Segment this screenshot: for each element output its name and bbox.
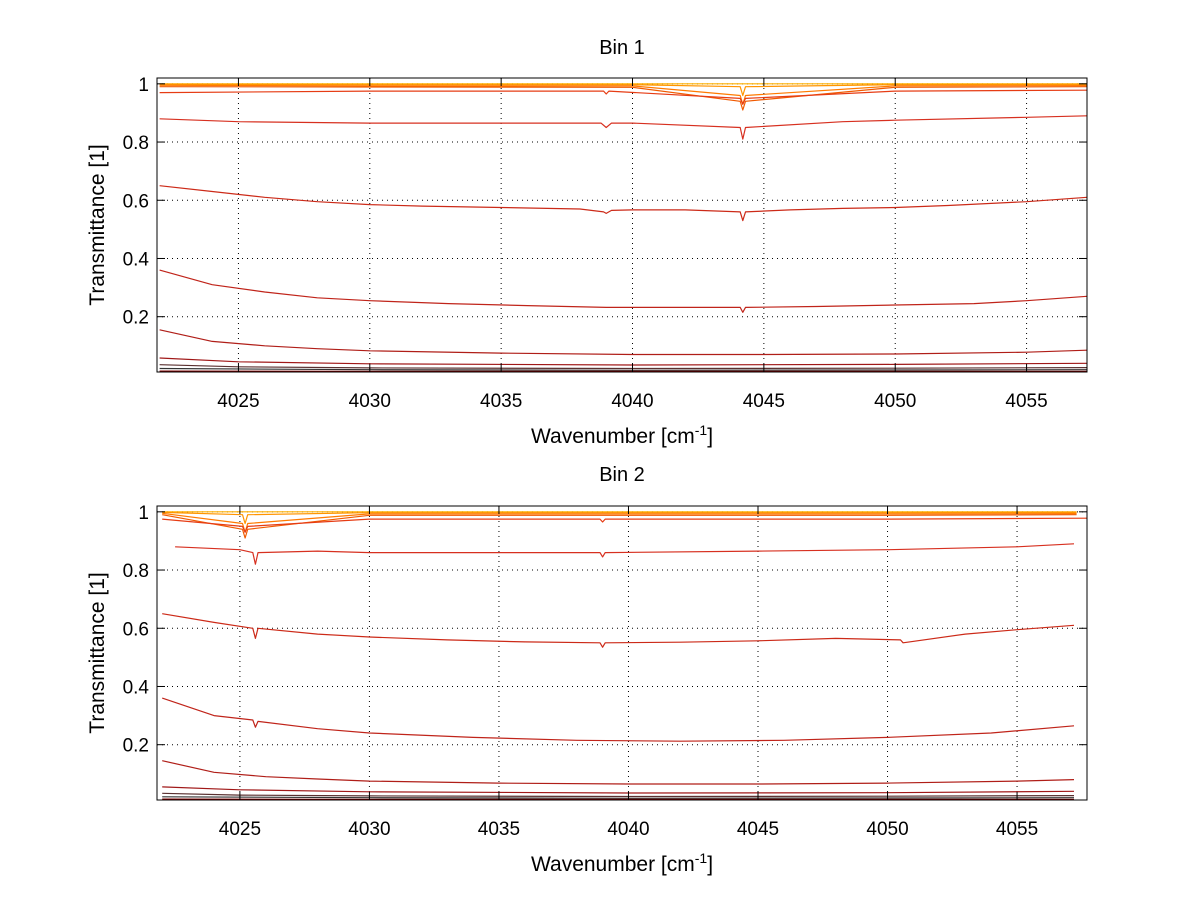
panel-2-title: Bin 2: [599, 464, 645, 486]
panel-2-ytick-label-3: 0.8: [123, 561, 149, 582]
panel-1-ytick-label-0: 0.2: [123, 308, 149, 329]
panel-2-series-line-9: [162, 786, 1075, 794]
panel-2-series-line-7: [162, 697, 1075, 742]
panel-1-xtick-label-2: 4035: [480, 391, 522, 412]
panel-2-series-line-1: [162, 511, 1077, 525]
panel-2-xtick-label-6: 4055: [996, 819, 1038, 840]
panel-1-xlabel: Wavenumber [cm-1]: [531, 422, 713, 448]
panel-2-series-line-3: [162, 514, 1077, 539]
panel-1-xtick-label-4: 4045: [743, 391, 785, 412]
panel-1-series: [159, 83, 1088, 372]
panel-2-xlabel: Wavenumber [cm-1]: [531, 850, 713, 876]
panel-1-series-line-6: [159, 185, 1088, 222]
panel-2-series-line-4: [162, 517, 1088, 533]
panel-2-ytick-label-2: 0.6: [123, 619, 149, 640]
panel-2-ticks: 4025 4030 4035 4040 4045 4050 4055 0.2 0.4 0.6 0.8…: [123, 503, 1087, 840]
panel-2-series-line-2: [162, 512, 1077, 533]
panel-2-ylabel: Transmittance [1]: [86, 572, 109, 733]
panel-1-xtick-label-1: 4030: [349, 391, 391, 412]
panel-1-series-line-1: [159, 83, 1088, 97]
panel-2-grid: [157, 506, 1087, 800]
panel-1-ticks: 4025 4030 4035 4040 4045 4050 4055 0.2 0.4 0.6 0.8…: [123, 75, 1087, 412]
panel-2-xtick-label-2: 4035: [478, 819, 520, 840]
panel-bin-1: Bin 1 4025 4030 4035 4040 4045 4050 4055 0.2 0.4…: [86, 37, 1088, 448]
panel-2-ytick-label-1: 0.4: [123, 677, 150, 698]
panel-1-ytick-label-3: 0.8: [123, 133, 149, 154]
panel-1-ytick-label-2: 0.6: [123, 191, 149, 212]
panel-2-ytick-label-4: 1: [138, 503, 149, 524]
panel-2-series-line-5: [175, 543, 1075, 565]
panel-2-xtick-label-4: 4045: [737, 819, 779, 840]
panel-2-series-line-10: [162, 792, 1075, 798]
panel-1-series-line-9: [159, 357, 1088, 366]
panel-1-series-line-3: [159, 86, 1088, 111]
panel-2-xtick-label-5: 4050: [866, 819, 908, 840]
panel-1-ylabel: Transmittance [1]: [86, 144, 109, 305]
panel-2-axes-box: [156, 505, 1088, 801]
panel-1-ytick-label-4: 1: [138, 75, 149, 96]
panel-1-xtick-label-0: 4025: [217, 391, 259, 412]
panel-1-axes-box: [156, 77, 1088, 373]
panel-1-xtick-label-6: 4055: [1005, 391, 1047, 412]
panel-1-title: Bin 1: [599, 37, 645, 59]
panel-2-xtick-label-3: 4040: [607, 819, 649, 840]
panel-bin-2: Bin 2 4025 4030 4035 4040 4045 4050 4055 0.2 0.4…: [86, 464, 1088, 876]
panel-1-series-line-2: [159, 84, 1088, 105]
panel-1-series-line-8: [159, 329, 1088, 356]
panel-1-grid: [157, 78, 1087, 372]
panel-2-xtick-label-0: 4025: [219, 819, 261, 840]
panel-2-xtick-label-1: 4030: [348, 819, 390, 840]
panel-2-series-line-8: [162, 760, 1075, 785]
panel-1-xtick-label-3: 4040: [611, 391, 653, 412]
panel-1-series-line-4: [159, 89, 1088, 105]
panel-2-series: [162, 511, 1088, 801]
panel-2-ytick-label-0: 0.2: [123, 736, 149, 757]
panel-1-series-line-5: [159, 115, 1088, 140]
panel-1-series-line-7: [159, 269, 1088, 313]
panel-2-series-line-6: [162, 613, 1075, 648]
panel-1-xtick-label-5: 4050: [874, 391, 916, 412]
panel-1-ytick-label-1: 0.4: [123, 249, 150, 270]
